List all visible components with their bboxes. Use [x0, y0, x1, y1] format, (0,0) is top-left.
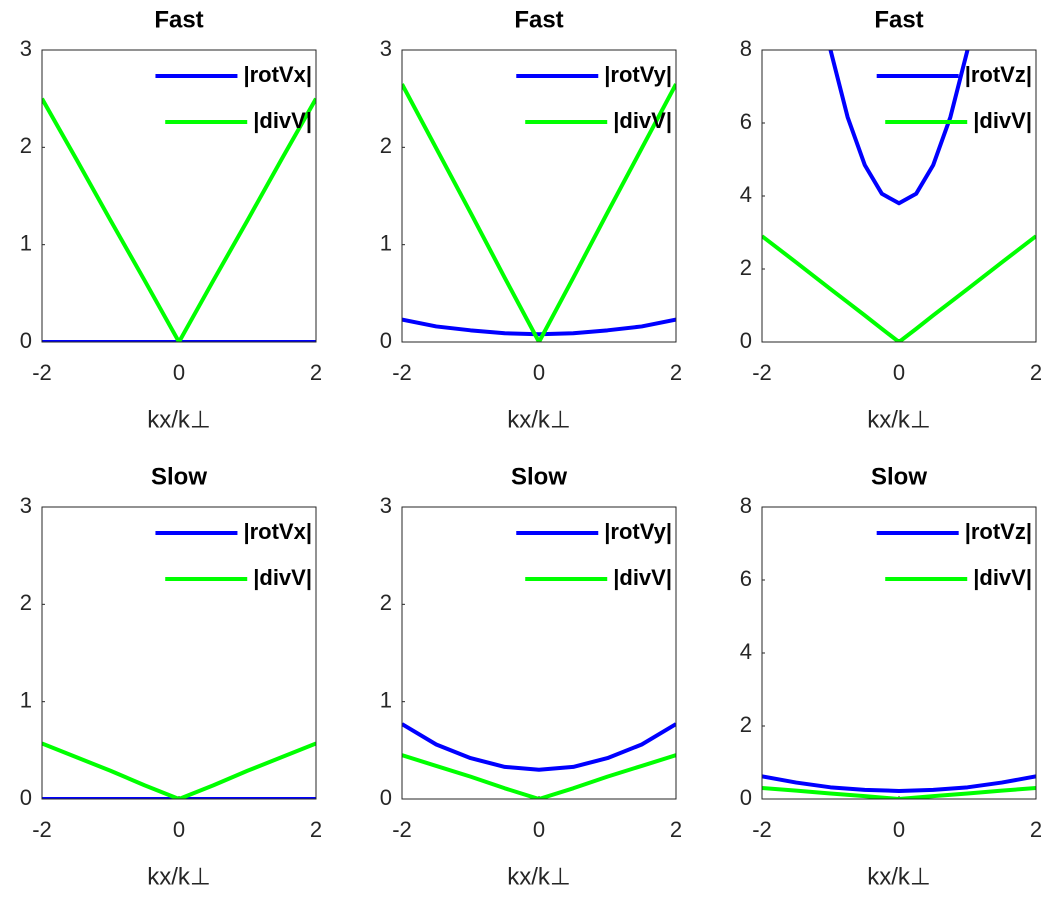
- y-tick-label: 2: [380, 133, 392, 158]
- subplot-title: Fast: [154, 6, 203, 33]
- axes-box: [401, 49, 677, 343]
- subplot-title: Fast: [874, 6, 923, 33]
- data-line: [762, 234, 1036, 342]
- x-tick-label: 2: [1030, 817, 1042, 842]
- y-tick-label: 2: [740, 712, 752, 737]
- y-tick-label: 0: [380, 785, 392, 810]
- x-tick-label: 2: [310, 360, 322, 385]
- x-axis-label: kx/k⊥: [507, 406, 571, 433]
- y-tick-label: 3: [380, 493, 392, 518]
- y-tick-label: 2: [20, 590, 32, 615]
- y-tick-label: 1: [380, 687, 392, 712]
- legend-label: |divV|: [613, 565, 672, 590]
- legend-label: |divV|: [253, 565, 312, 590]
- data-line: [762, 774, 1036, 793]
- y-tick-label: 3: [380, 36, 392, 61]
- x-tick-label: -2: [752, 360, 772, 385]
- subplot-title: Slow: [151, 463, 207, 490]
- x-axis-label: kx/k⊥: [507, 863, 571, 890]
- x-tick-label: -2: [32, 360, 52, 385]
- x-tick-label: 2: [670, 817, 682, 842]
- y-tick-label: 2: [380, 590, 392, 615]
- x-axis-label: kx/k⊥: [867, 406, 931, 433]
- plot-area: [762, 774, 1036, 799]
- y-tick-label: 4: [740, 639, 752, 664]
- x-tick-label: 0: [533, 360, 545, 385]
- axes-box: [41, 506, 317, 800]
- legend-label: |rotVx|: [243, 519, 312, 544]
- y-tick-label: 2: [20, 133, 32, 158]
- subplot-title: Fast: [514, 6, 563, 33]
- y-tick-label: 3: [20, 493, 32, 518]
- legend-label: |rotVy|: [604, 519, 672, 544]
- x-tick-label: -2: [392, 360, 412, 385]
- y-tick-label: 0: [20, 328, 32, 353]
- x-tick-label: -2: [32, 817, 52, 842]
- plot-area: [762, 50, 1036, 342]
- y-tick-label: 1: [380, 230, 392, 255]
- y-tick-label: 8: [740, 493, 752, 518]
- y-tick-label: 0: [740, 328, 752, 353]
- x-axis-label: kx/k⊥: [147, 863, 211, 890]
- x-tick-label: -2: [392, 817, 412, 842]
- y-tick-label: 1: [20, 687, 32, 712]
- y-tick-label: 0: [380, 328, 392, 353]
- y-tick-label: 6: [740, 566, 752, 591]
- x-tick-label: 0: [893, 360, 905, 385]
- subplot-title: Slow: [511, 463, 567, 490]
- y-tick-label: 6: [740, 109, 752, 134]
- y-tick-label: 3: [20, 36, 32, 61]
- plot-area: [42, 741, 316, 799]
- data-line: [402, 722, 676, 772]
- data-line: [828, 50, 970, 206]
- axes-box: [761, 506, 1037, 800]
- data-line: [762, 786, 1036, 799]
- y-tick-label: 0: [20, 785, 32, 810]
- data-line: [402, 317, 676, 337]
- x-axis-label: kx/k⊥: [147, 406, 211, 433]
- legend-label: |rotVx|: [243, 62, 312, 87]
- legend-label: |rotVy|: [604, 62, 672, 87]
- legend-label: |rotVz|: [965, 62, 1032, 87]
- x-tick-label: 0: [173, 817, 185, 842]
- plot-area: [402, 722, 676, 799]
- x-tick-label: 0: [533, 817, 545, 842]
- legend-label: |divV|: [973, 565, 1032, 590]
- subplot-title: Slow: [871, 463, 927, 490]
- x-tick-label: 0: [173, 360, 185, 385]
- legend-label: |divV|: [973, 108, 1032, 133]
- x-tick-label: 2: [1030, 360, 1042, 385]
- legend-label: |rotVz|: [965, 519, 1032, 544]
- plot-area: [402, 83, 676, 342]
- data-line: [402, 83, 676, 342]
- data-line: [402, 753, 676, 799]
- data-line: [42, 97, 316, 342]
- y-tick-label: 0: [740, 785, 752, 810]
- x-axis-label: kx/k⊥: [867, 863, 931, 890]
- axes-box: [41, 49, 317, 343]
- legend-label: |divV|: [253, 108, 312, 133]
- axes-box: [401, 506, 677, 800]
- x-tick-label: 2: [670, 360, 682, 385]
- x-tick-label: 2: [310, 817, 322, 842]
- y-tick-label: 4: [740, 182, 752, 207]
- axes-box: [761, 49, 1037, 343]
- legend-label: |divV|: [613, 108, 672, 133]
- data-line: [42, 741, 316, 799]
- y-tick-label: 8: [740, 36, 752, 61]
- x-tick-label: -2: [752, 817, 772, 842]
- y-tick-label: 2: [740, 255, 752, 280]
- x-tick-label: 0: [893, 817, 905, 842]
- plot-area: [42, 97, 316, 342]
- y-tick-label: 1: [20, 230, 32, 255]
